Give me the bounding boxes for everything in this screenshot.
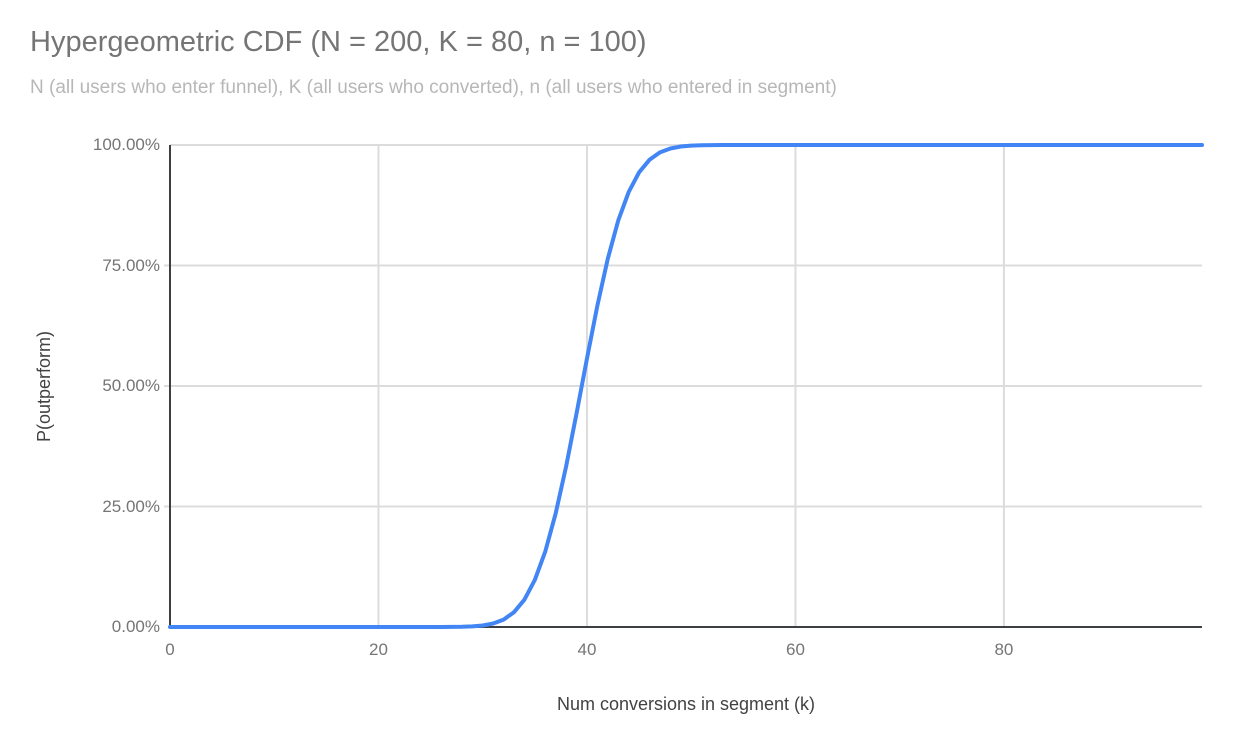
- x-tick-label-80: 80: [994, 640, 1014, 659]
- y-tick-label-0: 0.00%: [111, 617, 160, 636]
- x-tick-label-20: 20: [369, 640, 388, 659]
- y-tick-label-50: 50.00%: [102, 376, 160, 395]
- y-tick-label-100: 100.00%: [92, 135, 160, 154]
- x-tick-label-60: 60: [785, 640, 805, 659]
- y-axis-title-text: P(outperform): [34, 330, 55, 442]
- cdf-series-line: [168, 143, 1204, 629]
- x-tick-label-40: 40: [577, 640, 597, 659]
- chart-title: Hypergeometric CDF (N = 200, K = 80, n =…: [30, 26, 647, 58]
- x-axis-title: Num conversions in segment (k): [556, 694, 816, 714]
- y-tick-label-75: 75.00%: [102, 255, 160, 275]
- chart-subtitle: N (all users who enter funnel), K (all u…: [30, 77, 837, 98]
- y-tick-label-25: 25.00%: [102, 496, 160, 516]
- x-tick-label-0: 0: [165, 640, 175, 659]
